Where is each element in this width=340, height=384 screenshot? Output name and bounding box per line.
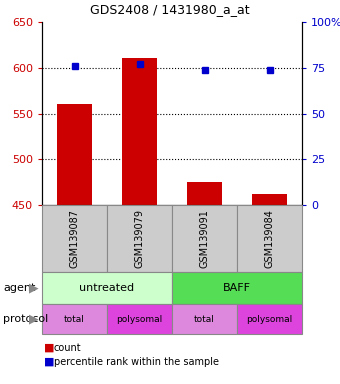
Bar <box>252 194 287 205</box>
Text: ■: ■ <box>44 343 54 353</box>
Bar <box>57 104 92 205</box>
Text: untreated: untreated <box>80 283 135 293</box>
Text: polysomal: polysomal <box>116 314 163 323</box>
Text: GDS2408 / 1431980_a_at: GDS2408 / 1431980_a_at <box>90 3 250 17</box>
Text: polysomal: polysomal <box>246 314 293 323</box>
Text: count: count <box>54 343 82 353</box>
Text: GSM139079: GSM139079 <box>135 209 144 268</box>
Bar <box>122 58 157 205</box>
Text: protocol: protocol <box>3 314 49 324</box>
Text: BAFF: BAFF <box>223 283 251 293</box>
Text: ▶: ▶ <box>29 313 39 326</box>
Text: GSM139091: GSM139091 <box>200 209 209 268</box>
Text: total: total <box>64 314 85 323</box>
Bar <box>187 182 222 205</box>
Text: ■: ■ <box>44 357 54 367</box>
Text: GSM139087: GSM139087 <box>69 209 80 268</box>
Text: total: total <box>194 314 215 323</box>
Text: ▶: ▶ <box>29 281 39 295</box>
Text: percentile rank within the sample: percentile rank within the sample <box>54 357 219 367</box>
Text: agent: agent <box>3 283 36 293</box>
Text: GSM139084: GSM139084 <box>265 209 274 268</box>
